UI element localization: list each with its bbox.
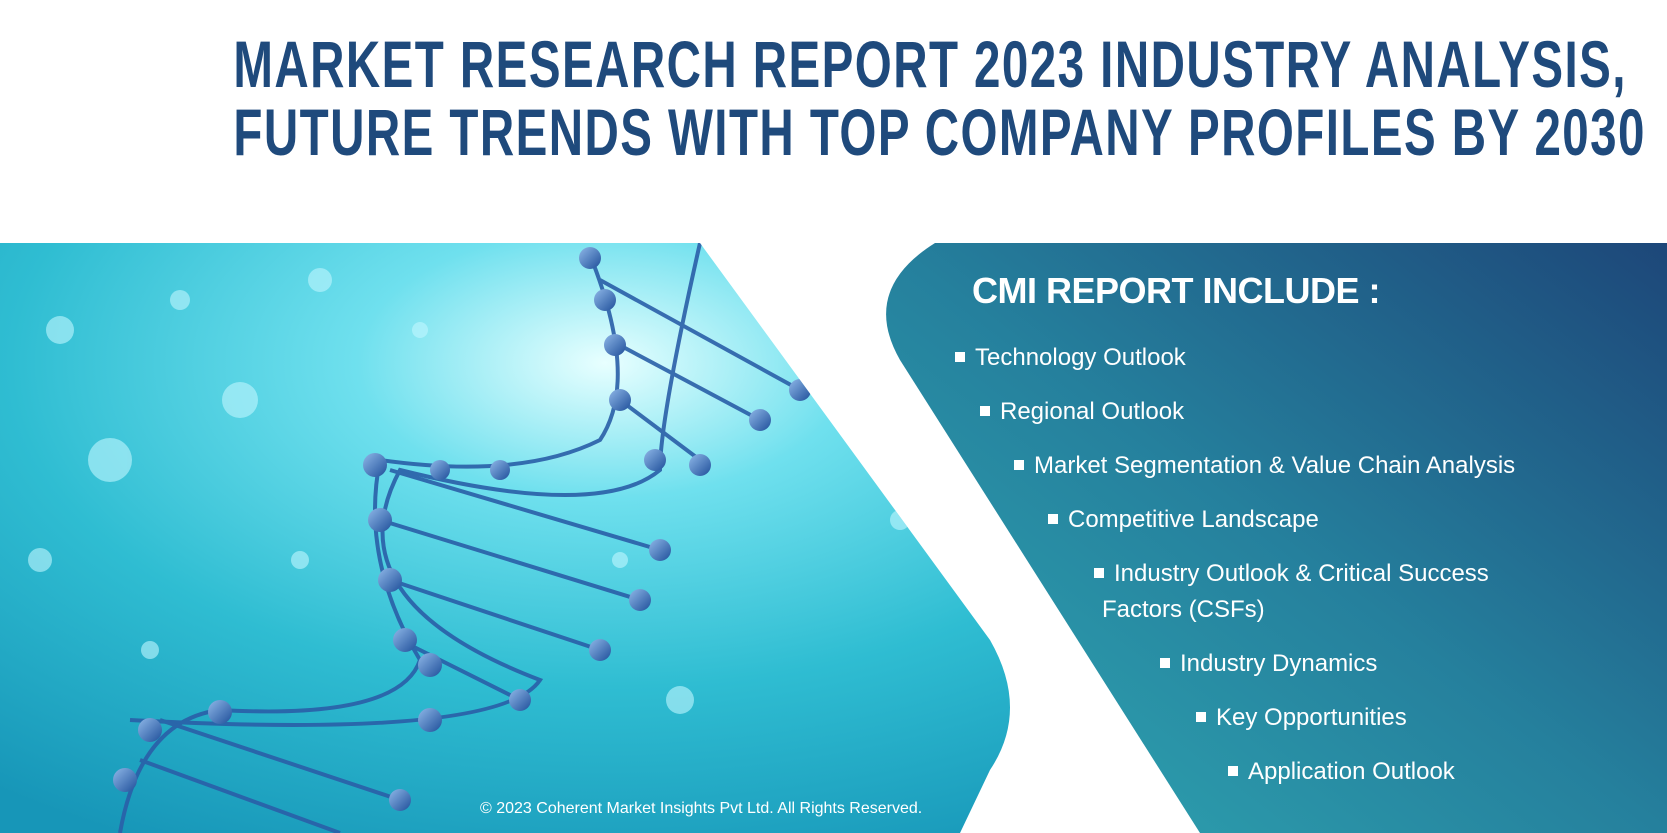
report-panel xyxy=(886,243,1667,833)
bullet-icon xyxy=(1014,459,1024,470)
list-item: Technology Outlook xyxy=(955,340,1186,376)
bullet-icon xyxy=(980,405,990,416)
list-item: Market Segmentation & Value Chain Analys… xyxy=(1014,448,1515,484)
bullet-icon xyxy=(955,351,965,362)
list-item: Competitive Landscape xyxy=(1048,502,1319,538)
title-line-1: MARKET RESEARCH REPORT 2023 INDUSTRY ANA… xyxy=(233,27,1627,101)
panel-heading: CMI REPORT INCLUDE : xyxy=(972,270,1381,311)
bullet-icon xyxy=(1094,567,1104,578)
list-item: Industry Dynamics xyxy=(1160,646,1377,682)
list-item: Industry Outlook & Critical Success Facto… xyxy=(1094,556,1489,628)
bullet-icon xyxy=(1228,765,1238,776)
bullet-icon xyxy=(1048,513,1058,524)
title-line-2: FUTURE TRENDS WITH TOP COMPANY PROFILES … xyxy=(233,95,1646,169)
banner-title: MARKET RESEARCH REPORT 2023 INDUSTRY ANA… xyxy=(0,30,1667,166)
list-item: Key Opportunities xyxy=(1196,700,1407,736)
list-item: Application Outlook xyxy=(1228,754,1455,790)
bullet-icon xyxy=(1160,657,1170,668)
list-item: Regional Outlook xyxy=(980,394,1184,430)
copyright-text: © 2023 Coherent Market Insights Pvt Ltd.… xyxy=(480,800,923,817)
dna-nodes xyxy=(113,247,811,811)
bullet-icon xyxy=(1196,711,1206,722)
